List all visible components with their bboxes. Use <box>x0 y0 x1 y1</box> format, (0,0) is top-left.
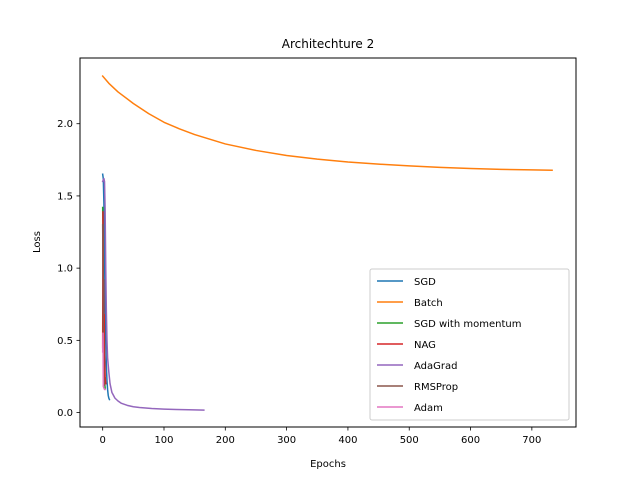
legend-box <box>369 268 570 421</box>
series-layer <box>101 74 553 411</box>
legend: SGD Batch SGD with momentum NAG AdaGrad RMSPr… <box>369 268 570 421</box>
legend-label-rmsprop: RMSProp <box>414 382 458 393</box>
x-axis-ticks: 0 100 200 300 400 500 600 700 <box>99 427 541 446</box>
series-line-adagrad <box>101 177 205 411</box>
x-tick-label: 100 <box>154 435 173 446</box>
y-tick-label: 0.5 <box>57 336 73 347</box>
y-tick-label: 2.0 <box>57 119 73 130</box>
legend-label-adam: Adam <box>414 403 443 414</box>
x-tick-label: 0 <box>99 435 105 446</box>
y-tick-label: 1.0 <box>57 264 73 275</box>
y-axis-label: Loss <box>32 231 43 253</box>
series-line-batch <box>101 74 553 171</box>
y-tick-label: 0.0 <box>57 408 73 419</box>
legend-label-nag: NAG <box>414 340 436 351</box>
x-axis-label: Epochs <box>310 459 346 470</box>
axes-frame <box>79 57 577 428</box>
x-tick-label: 200 <box>216 435 235 446</box>
x-tick-label: 500 <box>400 435 419 446</box>
legend-label-adagrad: AdaGrad <box>414 361 457 372</box>
legend-label-sgd-with-momentum: SGD with momentum <box>414 319 521 330</box>
y-tick-label: 1.5 <box>57 191 73 202</box>
legend-label-batch: Batch <box>414 298 443 309</box>
series-line-sgd <box>101 173 111 401</box>
x-tick-label: 700 <box>522 435 541 446</box>
x-tick-label: 300 <box>277 435 296 446</box>
chart-title: Architechture 2 <box>282 37 375 51</box>
y-axis-ticks: 0.0 0.5 1.0 1.5 2.0 <box>57 119 80 419</box>
x-tick-label: 400 <box>338 435 357 446</box>
legend-label-sgd: SGD <box>414 277 436 288</box>
series-line-adam <box>101 332 106 391</box>
x-tick-label: 600 <box>461 435 480 446</box>
